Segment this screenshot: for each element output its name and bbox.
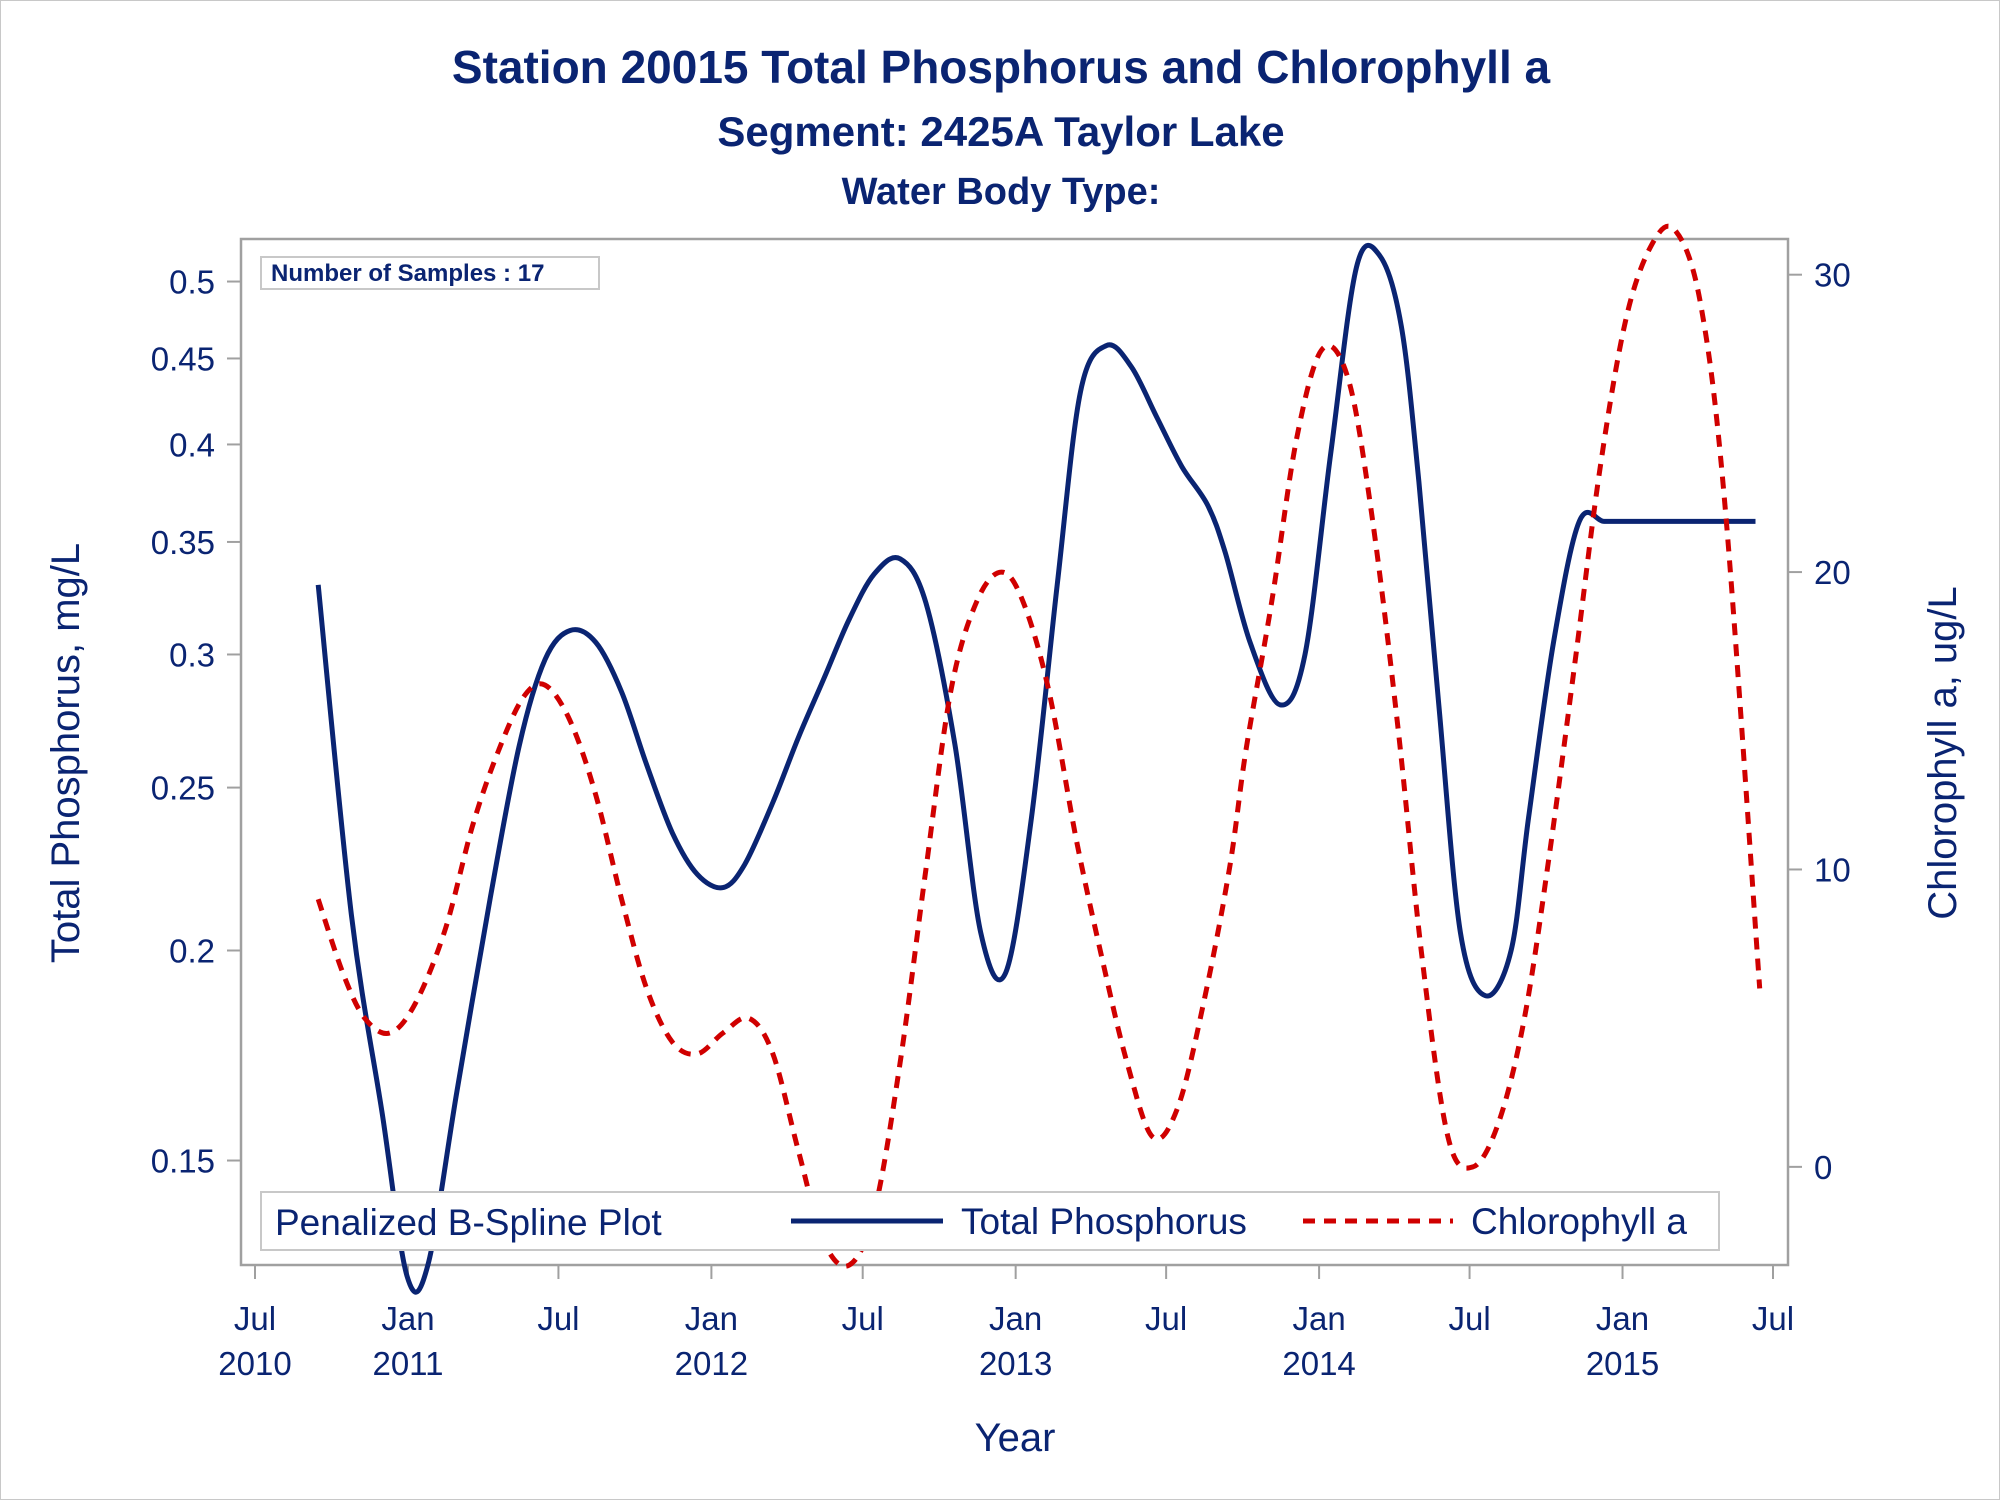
- x-axis-title: Year: [975, 1416, 1056, 1460]
- y-tick-label: 0.3: [169, 636, 215, 673]
- legend-label-chlorophyll: Chlorophyll a: [1471, 1201, 1687, 1242]
- chart-subtitle: Segment: 2425A Taylor Lake: [717, 108, 1284, 155]
- x-tick-label: Jul: [1752, 1300, 1794, 1337]
- y2-axis-title: Chlorophyll a, ug/L: [1921, 586, 1965, 920]
- y-axis-title: Total Phosphorus, mg/L: [44, 543, 88, 963]
- x-axis: Jul 2010 Jan 2011 Jul Jan 2012 Jul Jan 2013 Jul Jan…: [218, 1264, 1794, 1382]
- x-tick-label: Jul: [234, 1300, 276, 1337]
- x-tick-year-label: 2014: [1282, 1345, 1355, 1382]
- y-tick-label: 0.2: [169, 932, 215, 969]
- sample-count-label: Number of Samples : 17: [271, 260, 544, 287]
- x-tick-label: Jul: [842, 1300, 884, 1337]
- y-tick-label: 0.4: [169, 426, 215, 463]
- y-axis-right: 0 10 20 30: [1788, 257, 1851, 1186]
- x-tick-year-label: 2013: [979, 1345, 1052, 1382]
- legend-label-phosphorus: Total Phosphorus: [961, 1201, 1247, 1242]
- series-layer: [315, 223, 1763, 1295]
- chart-title: Station 20015 Total Phosphorus and Chlor…: [452, 41, 1551, 93]
- legend-title: Penalized B-Spline Plot: [275, 1202, 662, 1243]
- y-tick-label: 0.15: [151, 1143, 215, 1180]
- chart-subtitle-2: Water Body Type:: [842, 171, 1161, 213]
- x-tick-year-label: 2010: [218, 1345, 291, 1382]
- x-tick-year-label: 2015: [1586, 1345, 1659, 1382]
- y-tick-label: 0.25: [151, 770, 215, 807]
- y2-tick-label: 10: [1814, 851, 1851, 888]
- y-tick-label: 0.5: [169, 264, 215, 301]
- x-tick-label: Jan: [1596, 1300, 1649, 1337]
- x-tick-label: Jul: [1448, 1300, 1490, 1337]
- x-tick-year-label: 2011: [372, 1345, 443, 1382]
- plot-area: [239, 237, 1790, 1267]
- x-tick-label: Jan: [685, 1300, 738, 1337]
- legend-box: [260, 1191, 1720, 1251]
- x-tick-label: Jan: [1292, 1300, 1345, 1337]
- y2-tick-label: 30: [1814, 257, 1851, 294]
- y-axis-left: 0.15 0.2 0.25 0.3 0.35 0.4 0.45 0.5: [151, 264, 241, 1180]
- x-tick-label: Jan: [381, 1300, 434, 1337]
- y2-tick-label: 20: [1814, 554, 1851, 591]
- x-tick-label: Jul: [1145, 1300, 1187, 1337]
- x-tick-label: Jul: [537, 1300, 579, 1337]
- x-tick-year-label: 2012: [675, 1345, 748, 1382]
- y-tick-label: 0.45: [151, 340, 215, 377]
- x-tick-label: Jan: [989, 1300, 1042, 1337]
- series-line-total-phosphorus: [315, 242, 1756, 1295]
- legend: Penalized B-Spline Plot Total Phosphorus…: [260, 1191, 1720, 1251]
- y-tick-label: 0.35: [151, 524, 215, 561]
- sample-count-box: [260, 256, 600, 290]
- y2-tick-label: 0: [1814, 1149, 1832, 1186]
